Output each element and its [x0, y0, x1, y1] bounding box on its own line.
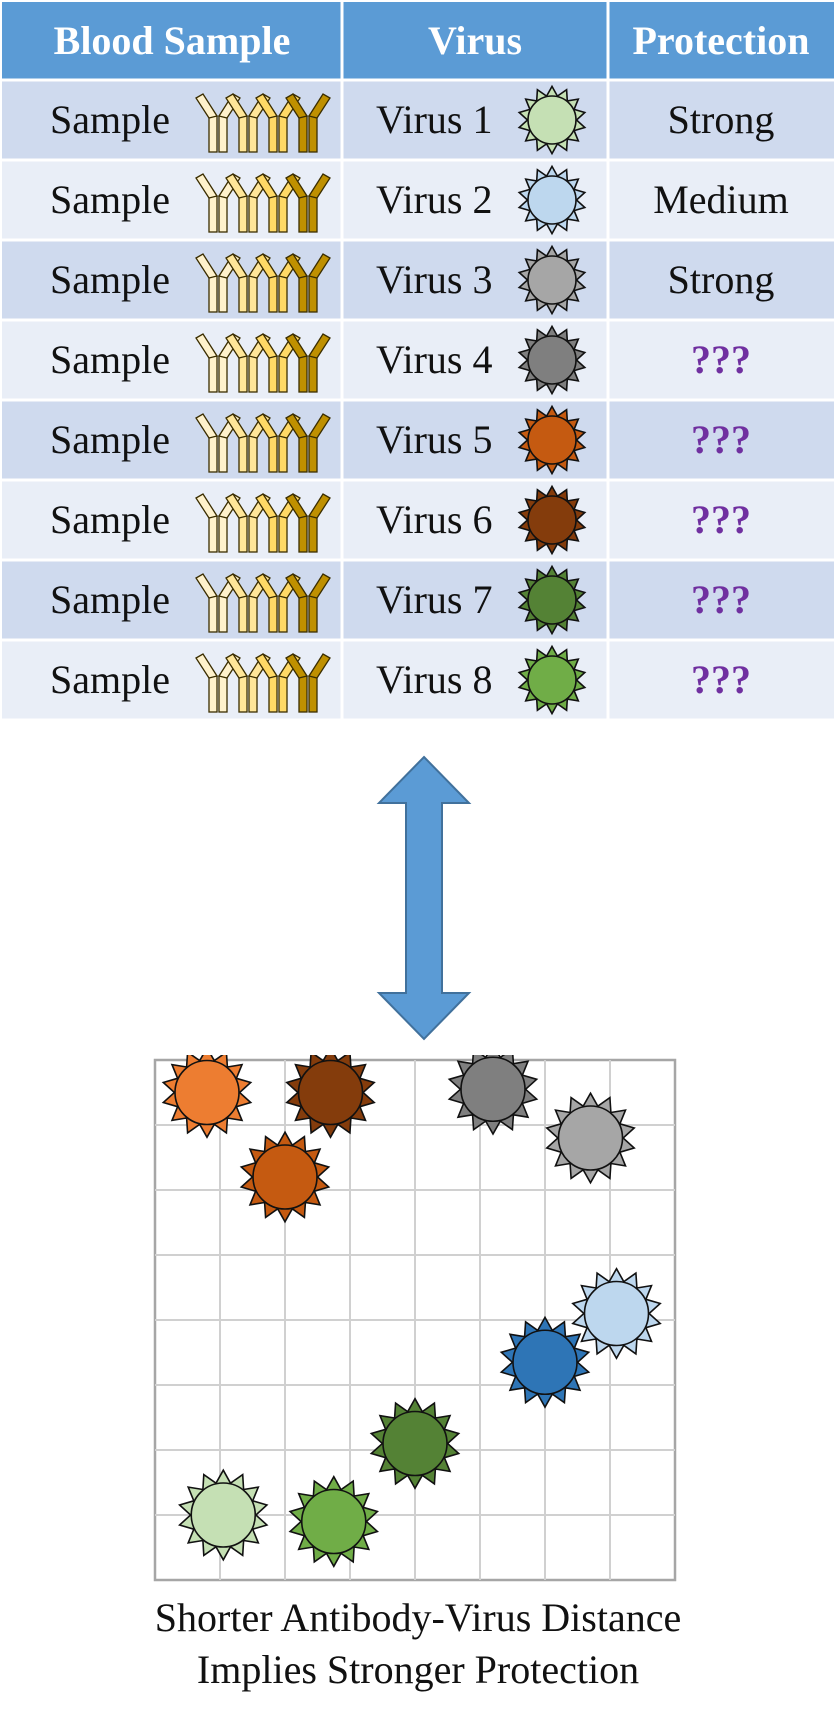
unknown-protection: ??? — [691, 337, 751, 382]
antibody-icon — [285, 653, 331, 713]
antigenic-map — [153, 1055, 677, 1582]
table-header-background — [2, 2, 834, 80]
antibody-icon — [255, 573, 301, 633]
virus-icon — [517, 564, 587, 636]
virus-icon — [517, 404, 587, 476]
virus-label: Virus 3 — [376, 257, 492, 302]
double-arrow — [376, 755, 472, 1041]
sample-label: Sample — [50, 657, 170, 702]
virus-icon — [517, 484, 587, 556]
virus-label: Virus 1 — [376, 97, 492, 142]
virus-icon — [517, 644, 587, 716]
virus-label: Virus 6 — [376, 497, 492, 542]
caption-line-2: Implies Stronger Protection — [196, 1647, 640, 1692]
sample-label: Sample — [50, 337, 170, 382]
protection-value: Strong — [668, 97, 775, 142]
map-point-orange-virus — [161, 1055, 253, 1139]
map-point-virus-2 — [571, 1267, 662, 1360]
table-row — [2, 640, 834, 720]
column-header: Virus — [428, 18, 522, 63]
unknown-protection: ??? — [691, 657, 751, 702]
table-row — [2, 400, 834, 480]
table-row — [2, 320, 834, 400]
protection-value: Medium — [653, 177, 789, 222]
caption: Shorter Antibody-Virus Distance Implies … — [0, 1592, 836, 1696]
sample-label: Sample — [50, 417, 170, 462]
virus-icon — [517, 244, 587, 316]
antibody-icon — [285, 333, 331, 393]
table-row — [2, 240, 834, 320]
virus-label: Virus 7 — [376, 577, 492, 622]
map-point-virus-3 — [545, 1091, 636, 1185]
protection-table: Blood Sample Virus Protection Sample Virus 1… — [2, 2, 834, 722]
column-header: Blood Sample — [54, 18, 291, 63]
virus-label: Virus 2 — [376, 177, 492, 222]
virus-icon — [517, 164, 587, 236]
map-point-virus-1 — [178, 1468, 269, 1562]
virus-label: Virus 4 — [376, 337, 492, 382]
table-row — [2, 480, 834, 560]
antibody-icon — [255, 493, 301, 553]
table-row — [2, 560, 834, 640]
map-point-virus-4 — [447, 1055, 539, 1136]
map-point-virus-6 — [285, 1055, 376, 1139]
sample-label: Sample — [50, 257, 170, 302]
virus-label: Virus 5 — [376, 417, 492, 462]
antibody-icon — [285, 93, 331, 153]
double-arrow-shape — [376, 755, 472, 1041]
antibody-icon — [285, 573, 331, 633]
sample-label: Sample — [50, 97, 170, 142]
column-header: Protection — [633, 18, 810, 63]
sample-label: Sample — [50, 497, 170, 542]
map-point-virus-7 — [369, 1397, 461, 1490]
map-point-blue-virus — [499, 1315, 591, 1409]
caption-line-1: Shorter Antibody-Virus Distance — [154, 1595, 682, 1640]
antibody-icon — [285, 413, 331, 473]
antibody-icon — [285, 173, 331, 233]
antibody-icon — [255, 413, 301, 473]
unknown-protection: ??? — [691, 497, 751, 542]
table-row — [2, 160, 834, 240]
virus-icon — [517, 324, 587, 396]
unknown-protection: ??? — [691, 417, 751, 462]
antibody-icon — [285, 493, 331, 553]
sample-label: Sample — [50, 177, 170, 222]
protection-value: Strong — [668, 257, 775, 302]
map-point-virus-8 — [288, 1475, 379, 1568]
table-row — [2, 80, 834, 160]
virus-icon — [517, 84, 587, 156]
sample-label: Sample — [50, 577, 170, 622]
antibody-icon — [285, 253, 331, 313]
map-point-virus-5 — [239, 1130, 331, 1224]
virus-label: Virus 8 — [376, 657, 492, 702]
unknown-protection: ??? — [691, 577, 751, 622]
